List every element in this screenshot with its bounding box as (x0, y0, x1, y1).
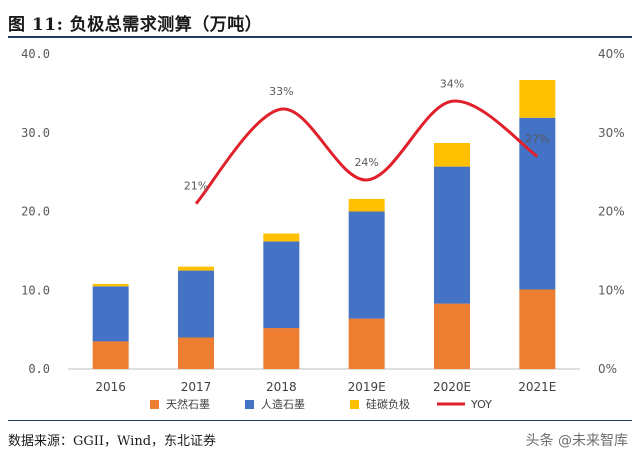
title-bar: 图 11: 负极总需求测算（万吨） (0, 8, 640, 38)
x-tick-label: 2016 (95, 380, 126, 394)
y-left-tick-label: 0.0 (28, 362, 50, 376)
bar-人造石墨 (348, 211, 385, 319)
source-divider (8, 420, 632, 421)
source-note: 数据来源：GGII，Wind，东北证券 (8, 434, 217, 449)
legend-label: YOY (470, 398, 492, 411)
yoy-data-label: 33% (269, 85, 293, 98)
legend-swatch (350, 400, 359, 409)
bar-天然石墨 (178, 337, 214, 369)
legend-swatch (150, 400, 159, 409)
y-right-tick-label: 30% (598, 126, 625, 140)
source-bar: 数据来源：GGII，Wind，东北证券 头条 @未来智库 (0, 420, 640, 458)
bar-硅碳负极 (92, 283, 129, 287)
x-tick-label: 2019E (348, 380, 386, 394)
y-left-tick-label: 40.0 (21, 47, 50, 61)
y-right-tick-label: 0% (598, 362, 617, 376)
legend-swatch (245, 400, 254, 409)
y-left-tick-label: 30.0 (21, 126, 50, 140)
yoy-data-label: 21% (184, 180, 208, 193)
bar-人造石墨 (178, 270, 214, 338)
bar-硅碳负极 (348, 198, 385, 212)
y-left-tick-label: 10.0 (21, 283, 50, 297)
bar-人造石墨 (92, 286, 129, 342)
y-left-tick-label: 20.0 (21, 205, 50, 219)
title-divider (8, 36, 632, 38)
legend-label: 天然石墨 (166, 397, 210, 411)
bar-硅碳负极 (178, 266, 214, 271)
bar-硅碳负极 (434, 142, 470, 167)
y-right-tick-label: 40% (598, 47, 625, 61)
chart-area: 0.0 10.0 20.0 30.0 40.0 0% 10% 20% 30% 40% 2016 201… (21, 47, 625, 411)
y-right-tick-label: 20% (598, 205, 625, 219)
bar-硅碳负极 (263, 233, 300, 242)
x-tick-label: 2020E (433, 380, 471, 394)
bar-硅碳负极 (519, 79, 556, 118)
bar-人造石墨 (434, 166, 470, 304)
yoy-data-label: 34% (440, 77, 464, 90)
yoy-data-label: 27% (525, 132, 549, 145)
yoy-line (194, 99, 539, 205)
bar-天然石墨 (263, 328, 300, 369)
bar-天然石墨 (519, 289, 556, 369)
bar-天然石墨 (92, 341, 129, 369)
watermark-text: 头条 @未来智库 (525, 433, 628, 449)
watermark: 头条 @未来智库 (526, 430, 628, 450)
x-tick-label: 2021E (518, 380, 556, 394)
y-right-tick-label: 10% (598, 283, 625, 297)
bar-人造石墨 (263, 241, 300, 329)
bar-天然石墨 (434, 303, 470, 369)
bar-天然石墨 (348, 318, 385, 369)
legend-label: 人造石墨 (261, 397, 305, 411)
x-tick-label: 2018 (266, 380, 297, 394)
chart-title: 图 11: 负极总需求测算（万吨） (8, 15, 263, 35)
x-tick-label: 2017 (181, 380, 212, 394)
legend-label: 硅碳负极 (366, 397, 410, 411)
yoy-data-label: 24% (354, 156, 378, 169)
